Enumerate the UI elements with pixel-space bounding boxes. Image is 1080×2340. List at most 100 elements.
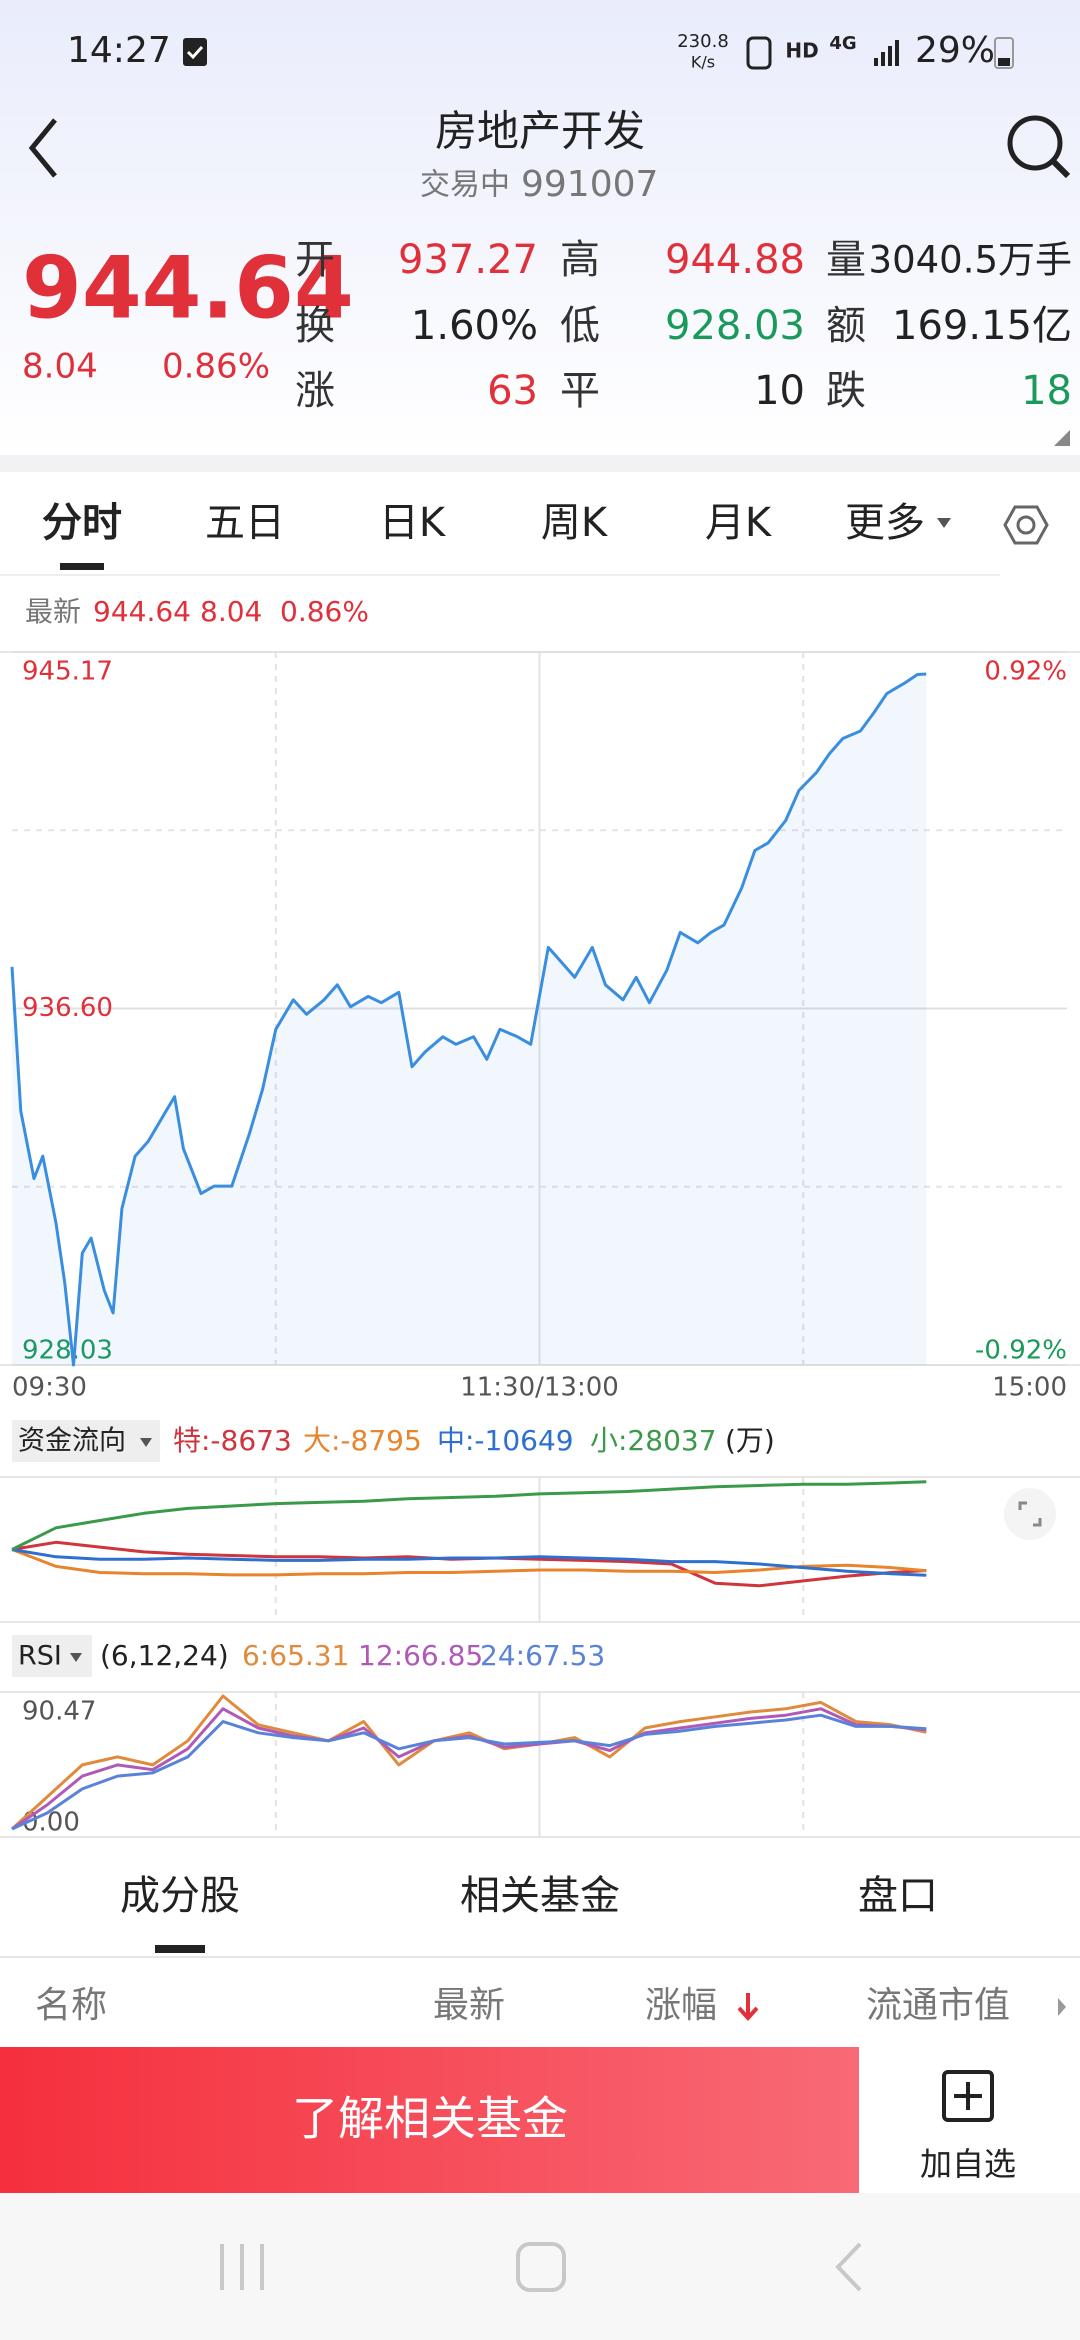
legend-item: 大:-8795 bbox=[303, 1424, 422, 1457]
search-button[interactable] bbox=[1007, 115, 1071, 179]
stat-label: 低 bbox=[560, 303, 600, 349]
add-icon[interactable] bbox=[942, 2070, 994, 2122]
nav-back[interactable] bbox=[835, 2242, 862, 2292]
bottom-tab-active[interactable]: 成分股 bbox=[120, 1873, 240, 1919]
stat-value: 944.88 bbox=[665, 237, 805, 283]
back-button[interactable] bbox=[28, 118, 57, 178]
fund-button-label[interactable]: 了解相关基金 bbox=[292, 2092, 568, 2146]
stat-label: 量 bbox=[826, 237, 866, 283]
unit-label: (万) bbox=[725, 1424, 775, 1457]
net-speed-unit: K/s bbox=[691, 53, 715, 72]
column-header[interactable]: 流通市值 bbox=[866, 1985, 1010, 2026]
settings-button[interactable] bbox=[1003, 505, 1049, 545]
last-price: 944.64 bbox=[22, 238, 354, 338]
nav-recent[interactable] bbox=[220, 2244, 264, 2290]
series-line bbox=[11, 1540, 927, 1588]
fullscreen-button[interactable] bbox=[1004, 1488, 1056, 1540]
legend-item: 中:-10649 bbox=[437, 1424, 574, 1457]
tab-active[interactable]: 分时 bbox=[42, 500, 122, 546]
stat-value: 10 bbox=[754, 368, 805, 414]
stat-value: 18 bbox=[1021, 368, 1072, 414]
stat-value: 63 bbox=[487, 368, 538, 414]
series-line bbox=[11, 1713, 927, 1831]
y-tick-label: 945.17 bbox=[22, 657, 113, 687]
sort-arrow bbox=[737, 1993, 759, 2021]
x-tick-label: 09:30 bbox=[12, 1373, 87, 1403]
separator bbox=[0, 455, 1080, 472]
stat-value: 3040.5万手 bbox=[869, 239, 1072, 282]
signal-icon bbox=[874, 40, 899, 66]
stat-value: 1.60% bbox=[411, 303, 538, 349]
dropdown-arrow bbox=[937, 518, 951, 528]
tab[interactable]: 日K bbox=[379, 500, 447, 546]
x-tick-label: 15:00 bbox=[992, 1373, 1067, 1403]
stat-value: 937.27 bbox=[398, 237, 538, 283]
stat-label: 换 bbox=[295, 303, 335, 349]
column-header[interactable]: 涨幅 bbox=[645, 1985, 717, 2026]
trade-status: 交易中 bbox=[420, 168, 510, 203]
x-tick-label: 11:30/13:00 bbox=[460, 1373, 619, 1403]
legend-item: 12:66.85 bbox=[358, 1639, 483, 1672]
index-code: 991007 bbox=[521, 164, 658, 205]
legend-item: 小:28037 bbox=[590, 1424, 717, 1457]
tab[interactable]: 月K bbox=[705, 500, 773, 546]
top-background bbox=[0, 0, 1080, 455]
tab[interactable]: 五日 bbox=[205, 500, 285, 546]
column-header[interactable]: 最新 bbox=[433, 1985, 505, 2026]
latest-change-pct: 0.86% bbox=[280, 595, 369, 628]
expand-corner[interactable] bbox=[1054, 430, 1070, 446]
nav-bar bbox=[0, 2193, 1080, 2340]
nav-home[interactable] bbox=[516, 2242, 566, 2292]
indicator-select[interactable] bbox=[12, 1420, 160, 1462]
stat-label: 涨 bbox=[295, 368, 335, 414]
indicator-title[interactable]: RSI bbox=[18, 1641, 62, 1672]
series-line bbox=[11, 1548, 927, 1577]
tab[interactable]: 周K bbox=[541, 500, 609, 546]
page-title: 房地产开发 bbox=[435, 107, 645, 156]
y-tick-label: 928.03 bbox=[22, 1336, 113, 1366]
series-line bbox=[11, 1707, 927, 1831]
stat-label: 跌 bbox=[826, 368, 866, 414]
y2-tick-label: 0.92% bbox=[984, 657, 1067, 687]
bottom-tab[interactable]: 相关基金 bbox=[460, 1873, 620, 1919]
indicator-title[interactable]: 资金流向 bbox=[18, 1426, 126, 1457]
scroll-arrow bbox=[1058, 1998, 1066, 2016]
status-time: 14:27 bbox=[67, 30, 171, 71]
latest-price: 944.64 bbox=[93, 595, 191, 628]
stat-value: 928.03 bbox=[665, 303, 805, 349]
area-fill bbox=[12, 674, 927, 1365]
stat-value: 169.15亿 bbox=[892, 303, 1072, 349]
hd-icon: HD bbox=[785, 39, 818, 63]
battery-icon bbox=[994, 37, 1014, 69]
tab[interactable]: 更多 bbox=[845, 500, 925, 546]
stat-label: 平 bbox=[560, 368, 600, 414]
series-line bbox=[11, 1548, 927, 1577]
sync-icon bbox=[746, 36, 772, 70]
tab-indicator bbox=[155, 1945, 205, 1953]
column-header[interactable]: 名称 bbox=[35, 1985, 107, 2026]
bottom-tab[interactable]: 盘口 bbox=[858, 1873, 938, 1919]
series-line bbox=[10, 1694, 927, 1831]
net-speed: 230.8 bbox=[677, 31, 729, 52]
fund-button[interactable] bbox=[0, 2047, 859, 2193]
y-tick-label: 90.47 bbox=[22, 1697, 96, 1727]
add-watch-label[interactable]: 加自选 bbox=[920, 2145, 1016, 2183]
latest-change: 8.04 bbox=[200, 595, 262, 628]
series-line bbox=[10, 672, 927, 1367]
latest-label: 最新 bbox=[25, 595, 81, 628]
price-change: 8.04 bbox=[22, 347, 98, 387]
y-tick-label: 936.60 bbox=[22, 993, 113, 1023]
network-type: 4G bbox=[829, 33, 856, 54]
check-icon bbox=[183, 38, 207, 66]
y2-tick-label: -0.92% bbox=[975, 1336, 1067, 1366]
stat-label: 开 bbox=[295, 237, 335, 283]
battery-level: 29% bbox=[915, 30, 995, 71]
legend-item: 6:65.31 bbox=[242, 1639, 349, 1672]
stat-label: 额 bbox=[826, 303, 866, 349]
legend-item: 24:67.53 bbox=[480, 1639, 605, 1672]
dropdown-arrow bbox=[70, 1653, 82, 1662]
tab-indicator bbox=[60, 563, 104, 570]
series-line bbox=[11, 1480, 927, 1551]
price-change-pct: 0.86% bbox=[162, 347, 270, 387]
